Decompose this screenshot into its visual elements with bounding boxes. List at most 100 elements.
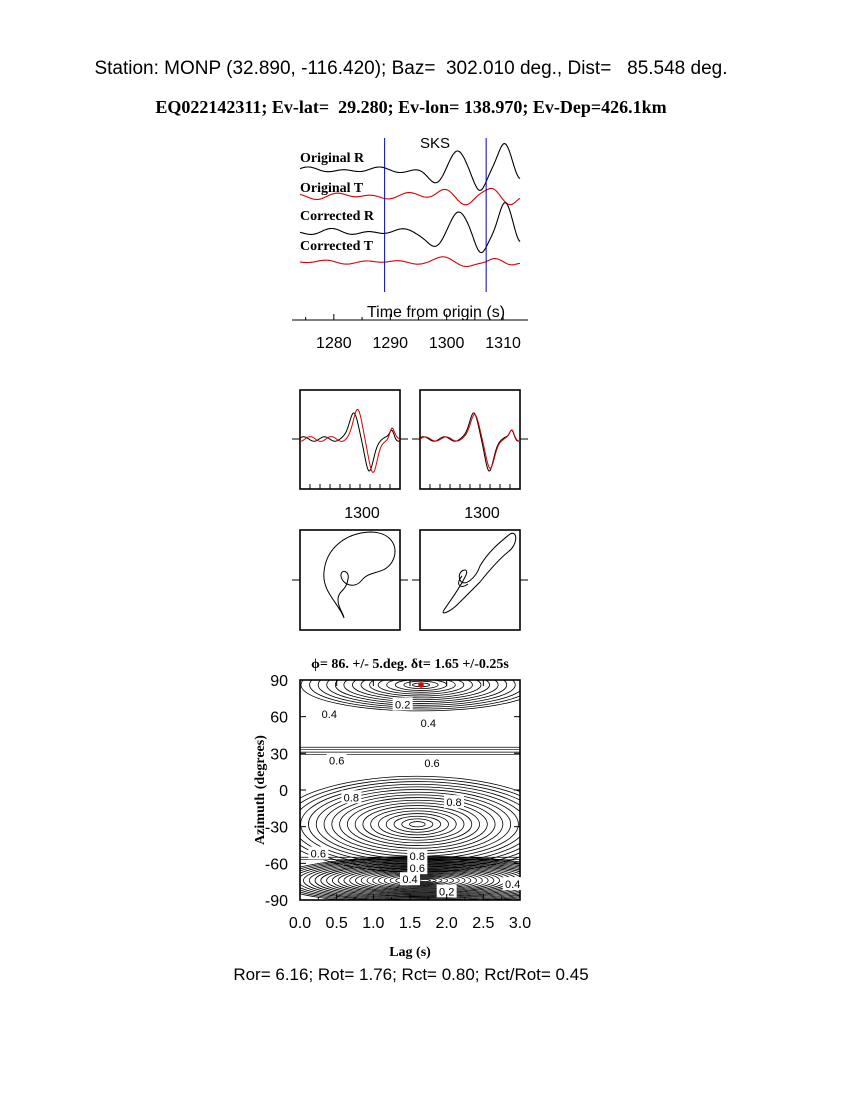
contour-label: 0.6 <box>424 758 439 770</box>
trace-corrected-t <box>299 256 521 268</box>
contour-line-top <box>326 680 516 706</box>
contour-line-top <box>300 680 520 712</box>
azimuth-tick-label: -30 <box>265 820 288 837</box>
phase-label-sks: SKS <box>420 135 450 152</box>
azimuth-tick-label: 90 <box>270 673 288 690</box>
contour-label: 0.8 <box>344 792 359 804</box>
azimuth-axis-label: Azimuth (degrees) <box>253 735 268 845</box>
station-info-line: Station: MONP (32.890, -116.420); Baz= 3… <box>94 58 728 79</box>
trace-corrected-r <box>299 201 521 254</box>
time-tick-label: 1310 <box>485 335 521 352</box>
time-axis-label: Time from origin (s) <box>367 304 505 321</box>
contour-line-mid <box>346 799 488 849</box>
contour-line-mid <box>393 815 442 833</box>
waveform-tick-label: 1300 <box>464 505 500 522</box>
lag-tick-label: 3.0 <box>509 915 531 932</box>
contour-label-bg <box>407 849 428 862</box>
azimuth-tick-label: -90 <box>265 893 288 910</box>
trace-label: Corrected T <box>300 239 374 254</box>
contour-line-top <box>343 680 499 702</box>
waveform-panel-corrected: 1300 <box>412 389 528 522</box>
contour-line-mid <box>385 813 449 836</box>
waveform-tick-label: 1300 <box>344 505 380 522</box>
trace-original-t <box>299 187 521 206</box>
event-info-line: EQ022142311; Ev-lat= 29.280; Ev-lon= 138… <box>155 97 667 117</box>
contour-label: 0.4 <box>421 718 436 730</box>
time-tick-label: 1280 <box>316 335 352 352</box>
contour-panel: ϕ= 86. +/- 5.deg. δt= 1.65 +/-0.25s 0.2 0… <box>253 657 531 960</box>
contour-line-top <box>317 680 520 708</box>
contour-line-bottom <box>389 874 460 887</box>
contour-line-bottom <box>418 879 431 882</box>
contour-label: 0.6 <box>311 849 326 861</box>
azimuth-tick-label: 30 <box>270 746 288 763</box>
lag-tick-label: 0.5 <box>326 915 348 932</box>
contour-label: 0.4 <box>322 709 337 721</box>
contour-label-bg <box>422 756 442 770</box>
contour-label-bg <box>418 715 439 729</box>
contour-label-bg <box>444 795 464 809</box>
waveform-panel-original: 1300 <box>292 389 408 522</box>
contour-label-bg <box>392 697 413 711</box>
particle-motion-panel-corrected <box>412 529 528 631</box>
waveform-frame-corrected <box>419 389 521 490</box>
contour-label: 0.4 <box>402 874 417 886</box>
contour-line-mid <box>378 810 457 838</box>
contour-label: 0.8 <box>446 797 461 809</box>
contour-line-top <box>377 680 465 695</box>
contour-label: 0.2 <box>395 699 410 711</box>
contour-label: 0.6 <box>329 756 344 768</box>
particle-motion-corrected-path <box>442 532 517 614</box>
trace-label: Corrected R <box>300 209 375 224</box>
waveform-black <box>299 412 401 472</box>
time-tick-label: 1300 <box>429 335 465 352</box>
particle-motion-panel-original <box>292 529 408 631</box>
contour-line-mid <box>401 818 434 830</box>
contour-label: 0.8 <box>410 851 425 863</box>
contour-line-top <box>334 680 508 704</box>
azimuth-tick-label: 0 <box>279 783 288 800</box>
lag-tick-label: 2.5 <box>472 915 494 932</box>
contour-label: 0.4 <box>505 879 520 891</box>
lag-tick-label: 1.0 <box>362 915 384 932</box>
waveform-red <box>299 408 401 474</box>
trace-label: Original T <box>300 181 364 196</box>
contour-label-bg <box>326 753 347 767</box>
azimuth-tick-label: 60 <box>270 710 288 727</box>
lag-axis-label: Lag (s) <box>389 945 431 960</box>
time-tick-label: 1290 <box>372 335 408 352</box>
contour-label-bg <box>319 707 340 721</box>
contour-label-bg <box>400 872 420 886</box>
splitting-stats-line: Ror= 6.16; Rot= 1.76; Rct= 0.80; Rct/Rot… <box>233 965 589 984</box>
contour-label-bg <box>341 790 362 804</box>
contour-line-mid <box>354 802 480 846</box>
contour-line-bottom <box>395 875 454 886</box>
azimuth-tick-label: -60 <box>265 856 288 873</box>
contour-label-bg <box>308 846 329 860</box>
particle-motion-original-path <box>323 531 396 619</box>
contour-label-bg <box>502 877 523 891</box>
contour-label: 0.2 <box>439 886 454 898</box>
trace-label: Original R <box>300 151 365 166</box>
waveform-red <box>419 413 520 469</box>
waveform-black <box>419 412 521 472</box>
contour-line-top <box>309 680 520 710</box>
waveform-frame-original <box>299 389 401 490</box>
contour-title: ϕ= 86. +/- 5.deg. δt= 1.65 +/-0.25s <box>311 657 509 672</box>
contour-line-mid <box>362 805 473 844</box>
contour-line-top <box>369 680 473 697</box>
best-fit-marker <box>418 682 424 688</box>
contour-line-top <box>352 680 490 701</box>
contour-line-top <box>386 680 456 693</box>
contour-label-bg <box>407 861 428 875</box>
lag-tick-label: 2.0 <box>436 915 458 932</box>
contour-line-top <box>403 680 439 690</box>
lag-tick-label: 1.5 <box>399 915 421 932</box>
contour-line-top <box>360 680 482 699</box>
seismogram-panel: SKS Original R Original T Corrected R Corre… <box>292 135 528 352</box>
trace-original-r <box>299 143 521 191</box>
particle-motion-frame-original <box>299 529 401 631</box>
contour-line-mid <box>370 807 465 841</box>
contour-line-mid <box>409 821 426 828</box>
